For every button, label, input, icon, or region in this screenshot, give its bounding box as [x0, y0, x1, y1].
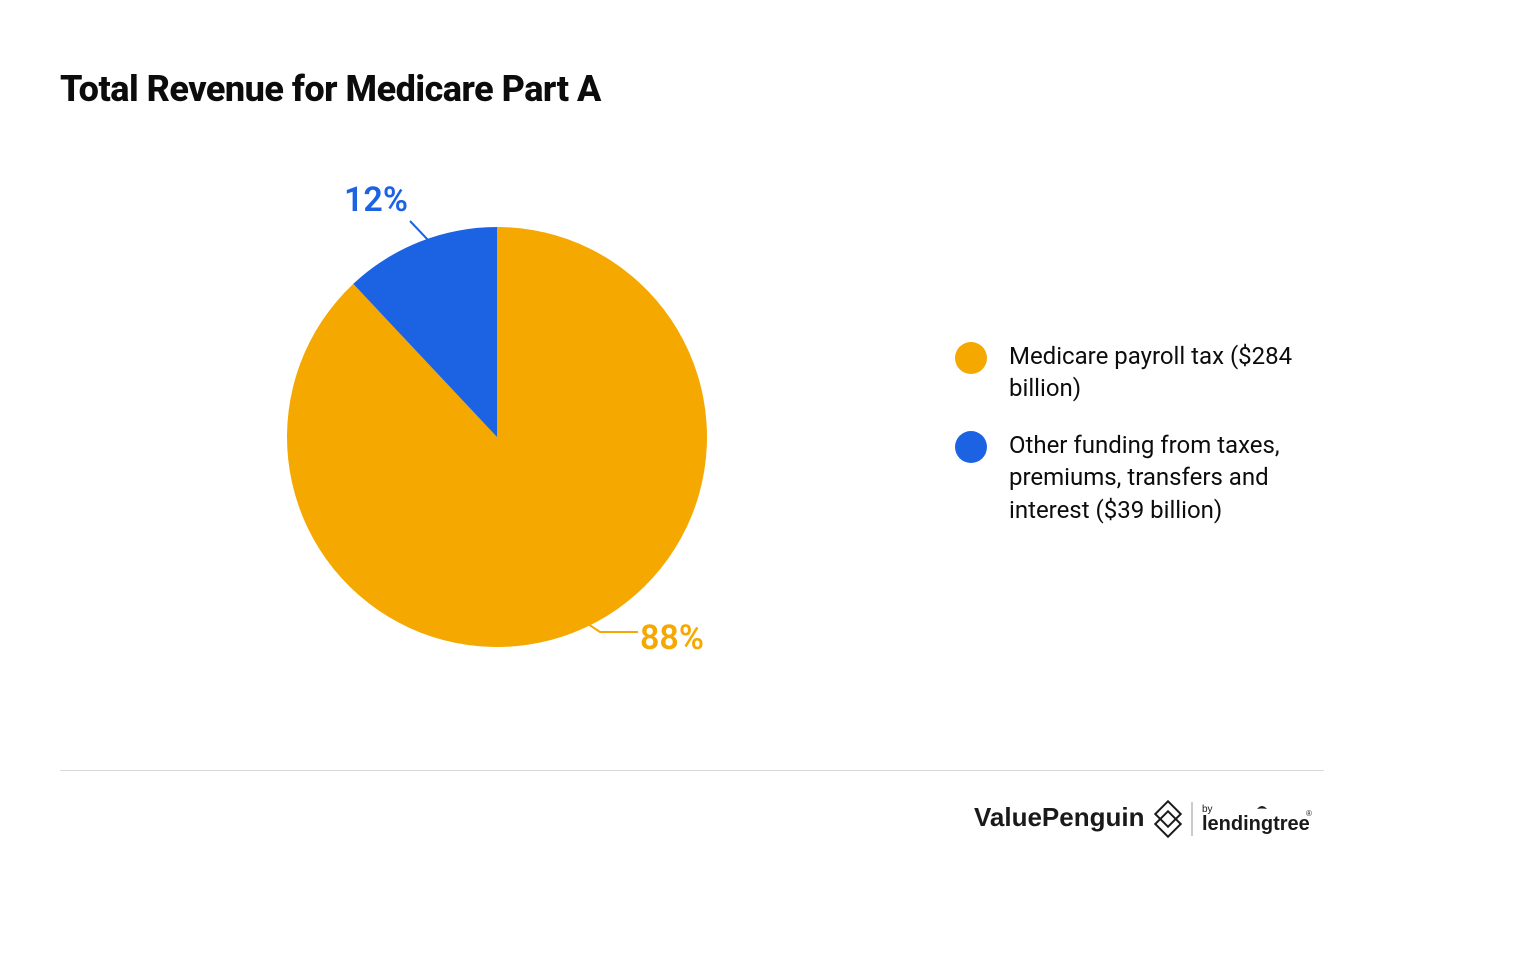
brand-valuepenguin: ValuePenguin — [974, 802, 1145, 832]
pie-svg — [282, 222, 712, 652]
pie-wrap — [282, 222, 712, 656]
footer-divider — [60, 770, 1324, 771]
legend-swatch-payroll — [955, 342, 987, 374]
legend-label-other: Other funding from taxes, premiums, tran… — [1009, 429, 1335, 526]
brand-reg-mark: ® — [1306, 809, 1312, 818]
brand-lendingtree: lendingtree — [1202, 813, 1310, 835]
brand-lockup: ValuePenguin by lendingtree ® — [974, 796, 1324, 846]
legend-label-payroll: Medicare payroll tax ($284 billion) — [1009, 340, 1335, 405]
legend-swatch-other — [955, 431, 987, 463]
slice-label-other: 12% — [344, 180, 408, 220]
legend: Medicare payroll tax ($284 billion) Othe… — [955, 340, 1335, 550]
legend-item-payroll: Medicare payroll tax ($284 billion) — [955, 340, 1335, 405]
brand-svg: ValuePenguin by lendingtree ® — [974, 796, 1324, 842]
pie-chart: 12% 88% — [60, 160, 890, 720]
leaf-icon — [1257, 806, 1267, 809]
diamond-icon — [1155, 801, 1180, 836]
legend-item-other: Other funding from taxes, premiums, tran… — [955, 429, 1335, 526]
chart-frame: Total Revenue for Medicare Part A 12% 88… — [0, 0, 1520, 960]
slice-label-payroll: 88% — [640, 618, 704, 658]
leader-line-payroll — [570, 612, 650, 642]
chart-title: Total Revenue for Medicare Part A — [60, 68, 601, 110]
